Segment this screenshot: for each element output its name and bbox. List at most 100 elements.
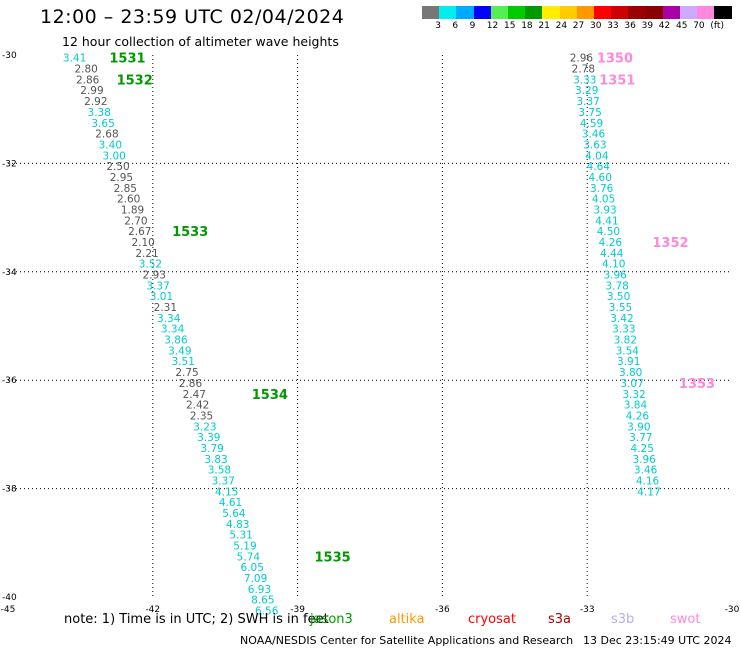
wave-height-value: 3.90 bbox=[627, 421, 650, 433]
satellite-label-altika: altika bbox=[389, 612, 425, 627]
x-tick-label: -42 bbox=[145, 605, 160, 615]
wave-height-value: 4.44 bbox=[600, 248, 624, 260]
wave-height-value: 5.31 bbox=[229, 530, 252, 542]
legend-swatch bbox=[576, 6, 595, 19]
wave-height-value: 3.78 bbox=[605, 280, 628, 292]
legend-swatch bbox=[473, 6, 492, 19]
pass-time-label: 1352 bbox=[652, 236, 688, 251]
wave-height-value: 3.41 bbox=[63, 53, 86, 65]
legend-label: 21 bbox=[538, 21, 550, 31]
wave-height-value: 3.65 bbox=[91, 118, 114, 130]
wave-height-value: 2.86 bbox=[76, 74, 100, 86]
y-tick-label: -34 bbox=[2, 268, 17, 278]
wave-height-value: 4.04 bbox=[585, 150, 609, 162]
wave-height-value: 3.51 bbox=[172, 356, 195, 368]
legend-label: 3 bbox=[435, 21, 441, 31]
legend-swatch bbox=[680, 6, 698, 19]
wave-height-value: 3.42 bbox=[610, 313, 633, 325]
wave-height-value: 2.42 bbox=[186, 400, 209, 412]
wave-height-value: 3.23 bbox=[193, 421, 216, 433]
wave-height-value: 2.21 bbox=[135, 248, 158, 260]
legend-swatch bbox=[508, 6, 526, 19]
wave-height-value: 3.93 bbox=[593, 204, 616, 216]
legend-swatch bbox=[490, 6, 509, 19]
x-tick-label: -33 bbox=[580, 605, 595, 615]
wave-height-value: 2.60 bbox=[117, 194, 140, 206]
legend-label: 36 bbox=[624, 21, 636, 31]
pass-time-label: 1532 bbox=[117, 73, 153, 88]
x-tick-label: -36 bbox=[435, 605, 450, 615]
wave-height-value: 3.37 bbox=[212, 475, 235, 487]
wave-height-value: 3.29 bbox=[575, 85, 598, 97]
wave-height-value: 4.26 bbox=[626, 410, 650, 422]
satellite-label-cryosat: cryosat bbox=[468, 612, 516, 627]
legend-swatch bbox=[611, 6, 629, 19]
wave-height-value: 3.63 bbox=[583, 139, 606, 151]
pass-time-label: 1533 bbox=[172, 225, 208, 240]
legend-swatch bbox=[542, 6, 561, 19]
satellite-label-jason3: jason3 bbox=[310, 612, 353, 627]
legend-swatch bbox=[525, 6, 543, 19]
legend-label: 30 bbox=[590, 21, 602, 31]
wave-height-value: 3.39 bbox=[197, 432, 220, 444]
wave-height-value: 4.10 bbox=[602, 259, 625, 271]
legend-swatch bbox=[559, 6, 578, 19]
wave-height-value: 3.82 bbox=[614, 335, 637, 347]
pass-time-label: 1534 bbox=[252, 388, 288, 403]
pass-time-label: 1351 bbox=[599, 73, 635, 88]
x-tick-label: -39 bbox=[290, 605, 305, 615]
wave-height-value: 3.84 bbox=[624, 400, 648, 412]
satellite-label-swot: swot bbox=[670, 612, 701, 627]
wave-height-value: 5.74 bbox=[237, 551, 261, 563]
wave-height-value: 3.91 bbox=[617, 356, 640, 368]
wave-height-value: 3.07 bbox=[620, 378, 643, 390]
wave-height-value: 2.70 bbox=[124, 215, 147, 227]
wave-height-value: 4.41 bbox=[595, 215, 618, 227]
y-tick-label: -36 bbox=[2, 376, 17, 386]
wave-height-value: 3.54 bbox=[616, 345, 640, 357]
wave-height-value: 3.55 bbox=[609, 302, 632, 314]
wave-height-value: 6.56 bbox=[255, 606, 279, 618]
wave-height-value: 3.80 bbox=[619, 367, 642, 379]
page-title: 12:00 – 23:59 UTC 02/04/2024 bbox=[40, 6, 345, 28]
wave-height-value: 3.76 bbox=[590, 183, 614, 195]
legend-swatch bbox=[422, 6, 440, 19]
generated-timestamp: 13 Dec 23:15:49 UTC 2024 bbox=[583, 634, 732, 647]
wave-height-value: 3.75 bbox=[578, 107, 601, 119]
wave-height-value: 2.75 bbox=[175, 367, 198, 379]
legend-swatch bbox=[714, 6, 733, 19]
credit-text: NOAA/NESDIS Center for Satellite Applica… bbox=[240, 634, 574, 647]
wave-height-value: 3.79 bbox=[200, 443, 223, 455]
pass-time-label: 1350 bbox=[597, 52, 633, 67]
y-tick-label: -30 bbox=[2, 51, 17, 61]
wave-height-value: 2.96 bbox=[570, 53, 594, 65]
wave-height-value: 4.83 bbox=[226, 519, 249, 531]
y-tick-label: -40 bbox=[2, 593, 17, 603]
satellite-label-s3a: s3a bbox=[548, 612, 572, 627]
wave-height-value: 2.47 bbox=[183, 389, 206, 401]
legend-label: 24 bbox=[555, 21, 568, 31]
legend-label: 42 bbox=[658, 21, 671, 31]
legend-label: 15 bbox=[504, 21, 516, 31]
wave-height-value: 3.37 bbox=[146, 280, 169, 292]
wave-height-value: 3.01 bbox=[150, 291, 173, 303]
wave-height-value: 3.37 bbox=[576, 96, 599, 108]
wave-height-value: 3.58 bbox=[208, 465, 231, 477]
wave-height-value: 3.46 bbox=[634, 465, 658, 477]
wave-height-value: 4.60 bbox=[589, 172, 612, 184]
wave-height-value: 6.05 bbox=[241, 562, 264, 574]
wave-height-value: 2.95 bbox=[110, 172, 133, 184]
legend-swatch bbox=[439, 6, 457, 19]
wave-height-value: 3.33 bbox=[573, 74, 596, 86]
wave-height-value: 2.10 bbox=[131, 237, 154, 249]
satellite-label-s3b: s3b bbox=[611, 612, 635, 627]
x-tick-label: -45 bbox=[1, 605, 16, 615]
legend-swatch bbox=[594, 6, 612, 19]
wave-height-value: 2.99 bbox=[80, 85, 103, 97]
legend-swatch bbox=[662, 6, 681, 19]
wave-height-value: 3.34 bbox=[161, 324, 185, 336]
wave-height-value: 3.00 bbox=[102, 150, 125, 162]
wave-height-value: 2.50 bbox=[106, 161, 129, 173]
wave-height-value: 3.52 bbox=[139, 259, 162, 271]
wave-height-value: 2.92 bbox=[84, 96, 107, 108]
